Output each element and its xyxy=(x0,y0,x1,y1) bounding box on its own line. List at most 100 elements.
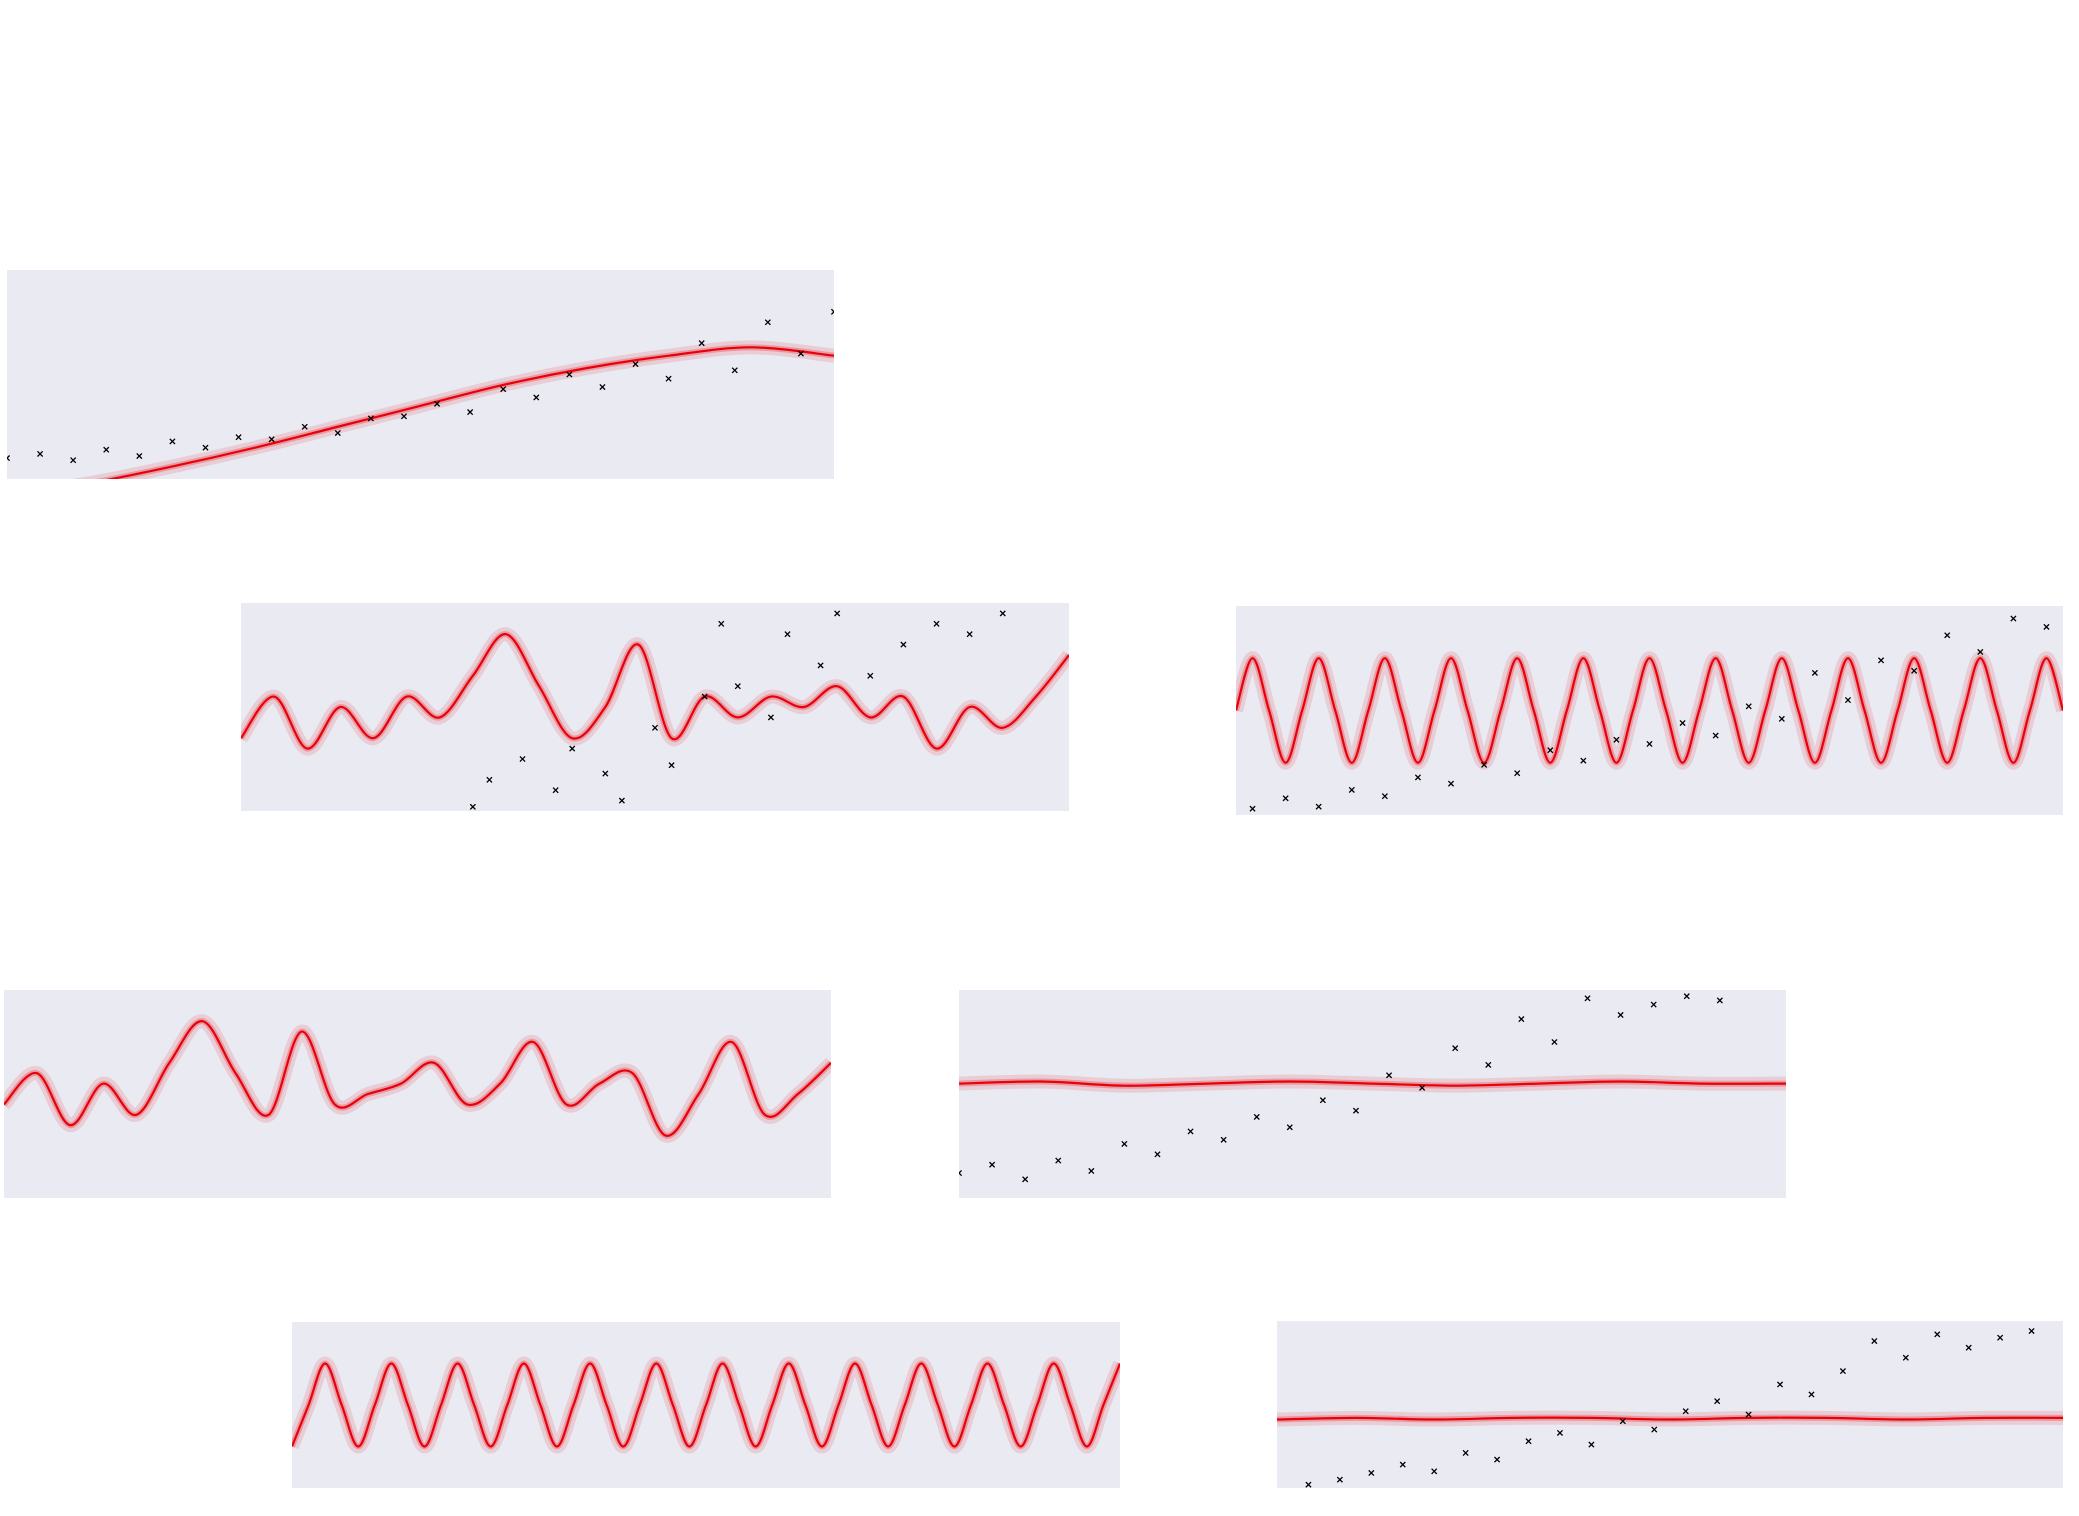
scatter-point xyxy=(1911,667,1918,674)
scatter-point xyxy=(467,409,474,416)
scatter-point xyxy=(989,1161,996,1168)
scatter-point xyxy=(1253,1113,1260,1120)
scatter-point xyxy=(469,803,476,810)
scatter-point xyxy=(1650,1001,1657,1008)
plot-background xyxy=(241,603,1069,811)
scatter-point xyxy=(1022,1176,1029,1183)
scatter-point xyxy=(566,371,573,378)
scatter-point xyxy=(334,429,341,437)
scatter-point xyxy=(1452,1045,1459,1052)
scatter-point xyxy=(1776,1381,1784,1388)
scatter-point xyxy=(433,400,441,407)
scatter-point xyxy=(1431,1468,1438,1475)
scatter-point xyxy=(202,444,209,451)
scatter-point xyxy=(1518,1016,1525,1023)
scatter-point xyxy=(1381,793,1388,800)
scatter-point xyxy=(817,662,824,669)
scatter-point xyxy=(1808,1391,1815,1398)
scatter-point xyxy=(1414,774,1421,781)
scatter-point xyxy=(731,367,738,374)
scatter-point xyxy=(1712,732,1719,739)
scatter-point xyxy=(1651,1426,1658,1433)
line xyxy=(1277,1416,2063,1421)
plot-background xyxy=(7,270,834,479)
scatter-point xyxy=(1286,1124,1293,1131)
scatter-point xyxy=(668,762,675,769)
scatter-point xyxy=(797,350,804,357)
line xyxy=(106,346,834,479)
scatter-point xyxy=(1399,1461,1406,1468)
plot-background xyxy=(959,990,1786,1198)
scatter-point xyxy=(1580,757,1587,764)
scatter-point xyxy=(1811,669,1818,676)
scatter-point xyxy=(1745,703,1752,710)
scatter-point xyxy=(301,423,308,430)
scatter-point xyxy=(1481,761,1488,768)
scatter-point xyxy=(2010,615,2017,622)
scatter-point xyxy=(999,610,1006,617)
scatter-point xyxy=(1348,786,1355,793)
scatter-point xyxy=(2043,623,2050,630)
scatter-point xyxy=(552,787,559,794)
scatter-point xyxy=(764,319,771,326)
scatter-point xyxy=(834,610,841,617)
scatter-point xyxy=(698,340,705,347)
scatter-point xyxy=(1944,632,1951,639)
scatter-point xyxy=(1419,1084,1426,1091)
scatter-point xyxy=(569,745,576,752)
scatter-point xyxy=(1683,993,1690,1000)
scatter-point xyxy=(1556,1429,1564,1436)
scatter-point xyxy=(1584,995,1591,1002)
scatter-point xyxy=(1385,1072,1393,1079)
scatter-point xyxy=(1220,1136,1227,1143)
scatter-point xyxy=(268,436,275,443)
scatter-point xyxy=(1619,1418,1626,1425)
scatter-point xyxy=(602,770,609,777)
scatter-point xyxy=(1551,1038,1558,1046)
scatter-point xyxy=(1839,1368,1846,1375)
plot-area xyxy=(7,308,834,479)
scatter-point xyxy=(1679,719,1686,727)
scatter-point xyxy=(2028,1327,2035,1335)
scatter-point xyxy=(367,415,374,422)
scatter-point xyxy=(632,360,639,368)
scatter-point xyxy=(1844,696,1852,704)
scatter-point xyxy=(701,693,708,700)
scatter-point xyxy=(933,620,940,627)
scatter-point xyxy=(1682,1408,1689,1415)
scatter-point xyxy=(665,375,672,382)
scatter-point xyxy=(1315,803,1322,810)
plot-area xyxy=(4,1014,831,1143)
plot-background xyxy=(4,990,831,1198)
scatter-point xyxy=(651,724,659,731)
scatter-point xyxy=(1088,1167,1095,1175)
scatter-point xyxy=(718,620,725,627)
plot-area xyxy=(1236,615,2063,812)
plot-background xyxy=(1277,1321,2063,1488)
scatter-point xyxy=(1617,1011,1624,1019)
plot-area xyxy=(1277,1327,2063,1488)
scatter-point xyxy=(1902,1354,1909,1361)
scatter-point xyxy=(70,457,77,464)
scatter-point xyxy=(1588,1441,1595,1448)
line xyxy=(241,633,1069,750)
scatter-point xyxy=(500,386,507,393)
scatter-point xyxy=(1613,736,1620,743)
scatter-point xyxy=(1352,1107,1360,1114)
plot-area xyxy=(241,610,1069,810)
scatter-point xyxy=(734,683,741,690)
scatter-point xyxy=(169,438,176,445)
line xyxy=(292,1362,1120,1448)
scatter-point xyxy=(486,776,493,783)
scatter-point xyxy=(1778,715,1785,722)
scatter-point xyxy=(867,672,874,679)
plot-area xyxy=(959,993,1786,1183)
scatter-point xyxy=(900,641,907,648)
scatter-point xyxy=(1745,1411,1752,1418)
line xyxy=(4,1020,831,1137)
scatter-point xyxy=(519,755,526,763)
scatter-point xyxy=(37,450,44,457)
scatter-point xyxy=(1305,1481,1312,1488)
scatter-point xyxy=(1714,1398,1721,1405)
